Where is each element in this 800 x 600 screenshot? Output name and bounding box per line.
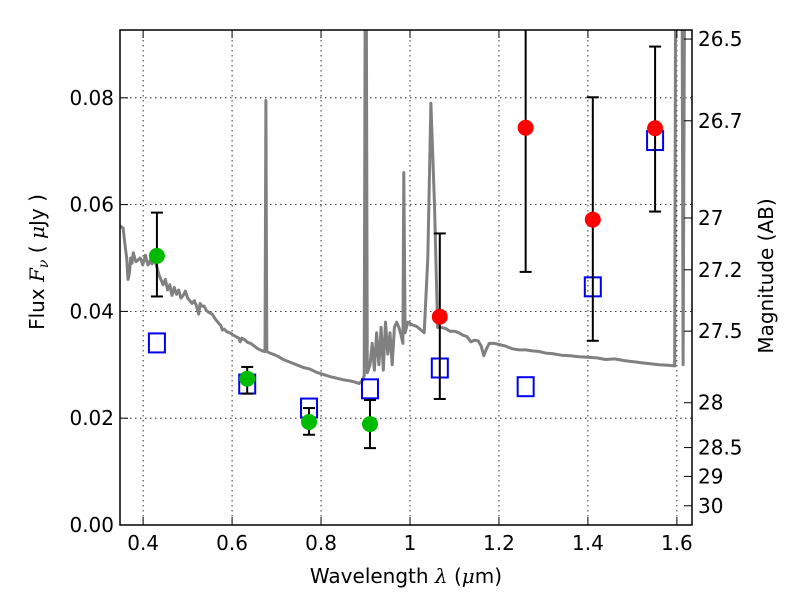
x-tick-label: 1.4 [572, 531, 604, 555]
x-tick-label: 1.6 [661, 531, 693, 555]
model-photometry-square [516, 376, 535, 398]
tick-labels: 0.4 0.6 0.8 1 1.2 1.4 1.6 0.00 0.02 0.04 0.06 0.08 2… [69, 27, 742, 555]
right-tick-label: 28.5 [698, 436, 743, 460]
right-tick-label: 26.5 [698, 27, 743, 51]
observed-flux-point [584, 211, 601, 228]
x-tick-label: 0.4 [127, 531, 159, 555]
y-tick-label: 0.08 [69, 86, 114, 110]
right-tick-label: 27.2 [698, 258, 743, 282]
right-tick-label: 27.5 [698, 319, 743, 343]
x-axis-label: Wavelength λ (μm) [310, 564, 502, 588]
y-tick-label: 0.02 [69, 406, 114, 430]
plot-frame [119, 29, 693, 526]
model-spectrum [120, 30, 686, 385]
y-tick-label: 0.00 [69, 513, 114, 537]
data-markers [147, 30, 665, 450]
model-photometry-square [147, 332, 166, 354]
observed-flux-point [148, 247, 165, 264]
observed-flux-point [361, 416, 378, 433]
observed-flux-point [431, 308, 448, 325]
right-tick-label: 30 [698, 494, 723, 518]
axis-ticks [120, 30, 692, 526]
right-tick-label: 28 [698, 391, 723, 415]
right-tick-label: 27 [698, 206, 723, 230]
model-photometry-square [360, 378, 379, 400]
y-tick-label: 0.04 [69, 299, 114, 323]
x-tick-label: 1.2 [483, 531, 515, 555]
observed-flux-point [647, 120, 664, 137]
x-tick-label: 0.8 [305, 531, 337, 555]
y-axis-label: Flux Fν ( μJy ) [25, 194, 52, 330]
right-axis-label: Magnitude (AB) [754, 198, 778, 353]
y-tick-label: 0.06 [69, 193, 114, 217]
x-tick-label: 1 [404, 531, 417, 555]
x-tick-label: 0.6 [216, 531, 248, 555]
observed-flux-point [301, 413, 318, 430]
observed-flux-point [517, 119, 534, 136]
right-tick-label: 29 [698, 464, 723, 488]
spectrum-line [120, 30, 686, 385]
right-tick-label: 26.7 [698, 109, 743, 133]
observed-flux-point [239, 370, 256, 387]
